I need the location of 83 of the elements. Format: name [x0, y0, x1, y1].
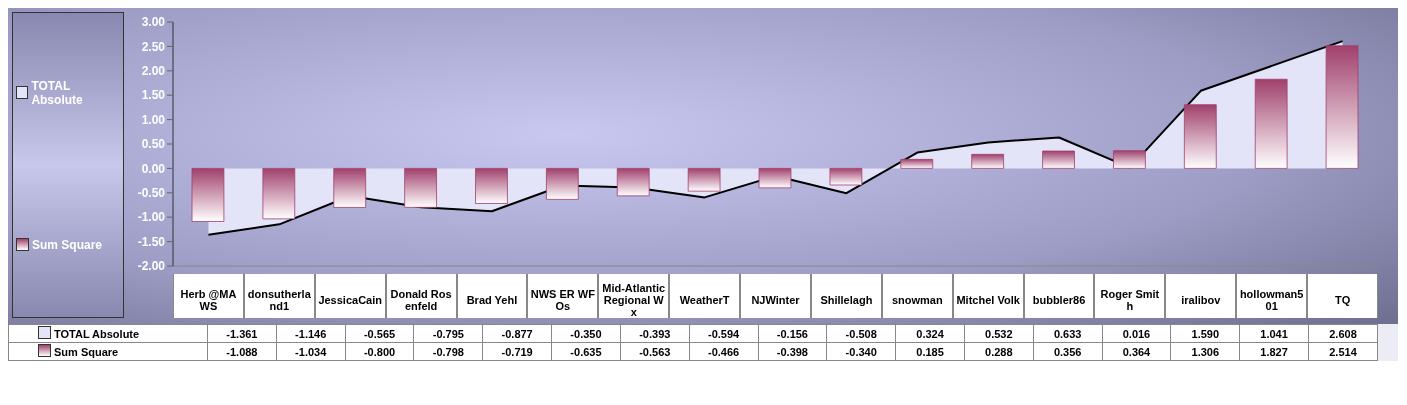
x-tick-label: Donald Rosenfeld — [389, 286, 453, 314]
y-tick-label: 2.00 — [141, 64, 166, 79]
data-label: 0.016 — [1102, 324, 1171, 343]
data-label: -1.146 — [276, 324, 346, 343]
y-tick-label: 3.00 — [141, 15, 166, 30]
data-label: -0.156 — [758, 324, 827, 343]
y-tick-label: 1.00 — [141, 112, 166, 127]
bar — [616, 168, 650, 197]
data-label: -0.800 — [345, 342, 414, 361]
bar — [1254, 78, 1288, 169]
x-tick-label: TQ — [1333, 292, 1352, 308]
data-label: 0.532 — [964, 324, 1034, 343]
data-label: -0.563 — [620, 342, 690, 361]
data-label: 0.288 — [964, 342, 1034, 361]
bar — [333, 168, 367, 208]
data-label: -0.594 — [689, 324, 758, 343]
data-label: 0.356 — [1033, 342, 1103, 361]
data-label: -0.508 — [826, 324, 896, 343]
y-tick-label: 0.00 — [141, 161, 166, 176]
x-tick-label: NJWinter — [750, 292, 801, 308]
bar — [1325, 45, 1359, 169]
data-label: -0.340 — [826, 342, 896, 361]
x-tick-label: Brad Yehl — [465, 292, 519, 308]
bar — [546, 168, 579, 200]
data-label: 0.364 — [1102, 342, 1171, 361]
data-label: -0.350 — [551, 324, 621, 343]
y-tick-label: 0.50 — [141, 137, 166, 152]
data-label: -1.034 — [276, 342, 346, 361]
y-tick-label: 1.50 — [141, 88, 166, 103]
data-label: -0.877 — [482, 324, 552, 343]
data-label: -0.635 — [551, 342, 621, 361]
data-label: 1.590 — [1170, 324, 1240, 343]
data-label: 0.633 — [1033, 324, 1103, 343]
bar — [687, 168, 721, 192]
data-label: 0.185 — [895, 342, 965, 361]
x-tick-label: iralibov — [1180, 292, 1222, 308]
data-label: -0.466 — [689, 342, 758, 361]
x-tick-label: Shillelagh — [819, 292, 874, 308]
bar — [404, 168, 437, 208]
legend-label: Sum Square — [31, 237, 104, 252]
data-label: -0.565 — [345, 324, 414, 343]
bar — [758, 168, 792, 189]
x-tick-label: Herb @MAWS — [179, 286, 238, 314]
data-label: -0.798 — [413, 342, 483, 361]
data-label: -0.795 — [413, 324, 483, 343]
data-label: 1.306 — [1170, 342, 1240, 361]
x-tick-label: NWS ER WFOs — [529, 286, 596, 314]
bar — [262, 168, 296, 220]
bar — [829, 168, 863, 186]
x-tick-label: donsutherland1 — [246, 286, 312, 314]
text: 1.041 — [1260, 327, 1288, 340]
text: TOTAL Absolute — [31, 78, 83, 107]
bar — [971, 153, 1004, 169]
legend-label: TOTAL Absolute — [8, 324, 208, 343]
y-tick-label: -1.00 — [137, 210, 166, 225]
data-label: 2.514 — [1308, 342, 1378, 361]
data-label: 0.324 — [895, 324, 965, 343]
x-tick-label: snowman — [890, 292, 944, 308]
x-tick-label: Mid-Atlantic Regional Wx — [601, 280, 667, 320]
x-tick-label: bubbler86 — [1031, 292, 1087, 308]
x-tick-label: Mitchel Volk — [955, 292, 1021, 308]
data-label: 2.608 — [1308, 324, 1378, 343]
y-tick-label: -0.50 — [137, 186, 166, 201]
data-label: -0.719 — [482, 342, 552, 361]
data-label: -0.393 — [620, 324, 690, 343]
y-tick-label: -1.50 — [137, 234, 166, 249]
x-tick-label: WeatherT — [678, 292, 731, 308]
data-label: -1.088 — [207, 342, 277, 361]
bar — [1113, 150, 1146, 169]
x-tick-label: Roger Smith — [1099, 286, 1161, 314]
data-label: -1.361 — [207, 324, 277, 343]
y-tick-label: 2.50 — [141, 39, 166, 54]
x-tick-label: JessicaCain — [317, 292, 383, 308]
bar — [475, 168, 508, 204]
bar — [1183, 104, 1217, 169]
bar — [1042, 150, 1075, 169]
bar — [191, 168, 225, 222]
bar — [900, 158, 934, 169]
text: Sum Square — [54, 346, 119, 358]
x-tick-label: hollowman501 — [1238, 286, 1305, 314]
y-tick-label: -2.00 — [137, 259, 166, 274]
data-label: 1.827 — [1239, 342, 1309, 361]
data-label: -0.398 — [758, 342, 827, 361]
